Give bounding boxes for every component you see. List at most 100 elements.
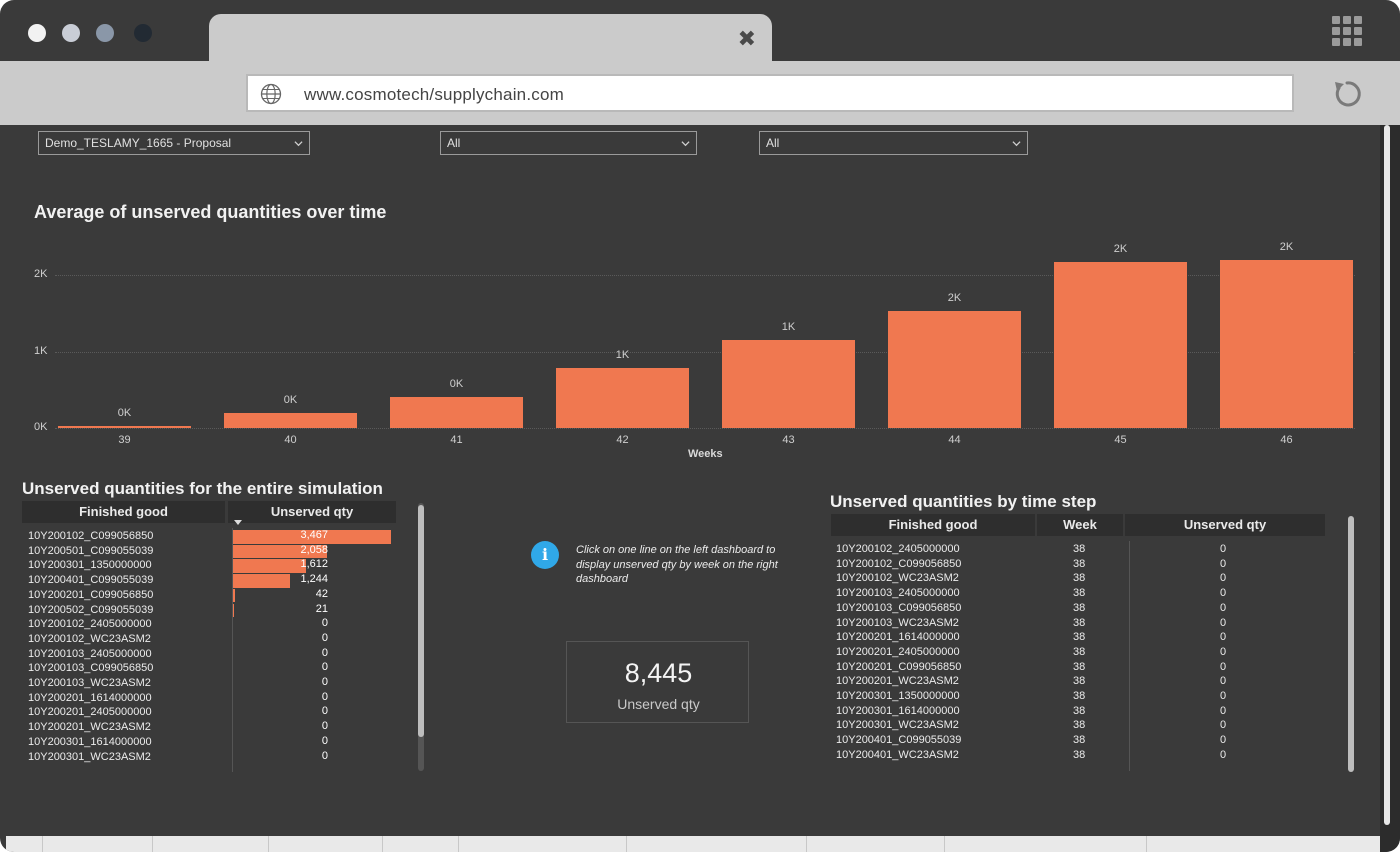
right-row-qty[interactable]: 0 <box>1220 543 1227 555</box>
maximize-window-dot[interactable] <box>96 24 114 42</box>
chart-bar[interactable] <box>224 412 357 428</box>
left-row-good[interactable]: 10Y200301_1350000000 <box>28 559 152 572</box>
left-row-good[interactable]: 10Y200201_WC23ASM2 <box>28 721 151 734</box>
left-row-qty[interactable]: 0 <box>321 690 328 703</box>
right-row-qty[interactable]: 0 <box>1220 690 1227 702</box>
left-row-good[interactable]: 10Y200201_2405000000 <box>28 706 152 719</box>
right-row-week[interactable]: 38 <box>1073 675 1086 688</box>
reload-icon[interactable] <box>1331 78 1363 110</box>
close-window-dot[interactable] <box>28 24 46 42</box>
right-row-good[interactable]: 10Y200201_2405000000 <box>836 645 960 658</box>
left-row-good[interactable]: 10Y200102_2405000000 <box>28 618 152 631</box>
left-row-qty[interactable]: 0 <box>321 617 328 630</box>
right-row-week[interactable]: 38 <box>1073 748 1086 761</box>
chart-bar[interactable] <box>1220 260 1353 428</box>
right-row-good[interactable]: 10Y200401_WC23ASM2 <box>836 748 959 761</box>
right-row-week[interactable]: 38 <box>1073 557 1086 570</box>
apps-grid-icon[interactable] <box>1332 16 1364 46</box>
right-row-qty[interactable]: 0 <box>1220 587 1227 600</box>
right-row-week[interactable]: 38 <box>1073 543 1086 555</box>
filter-2-dropdown[interactable]: All <box>440 131 697 155</box>
left-col-unserved-qty[interactable]: Unserved qty <box>228 501 396 523</box>
left-row-good[interactable]: 10Y200103_WC23ASM2 <box>28 677 151 689</box>
left-row-qty[interactable]: 0 <box>321 661 328 674</box>
left-row-qty[interactable]: 0 <box>321 646 328 659</box>
right-row-good[interactable]: 10Y200301_1614000000 <box>836 704 960 717</box>
right-row-week[interactable]: 38 <box>1073 719 1086 732</box>
left-row-good[interactable]: 10Y200103_C099056850 <box>28 662 154 675</box>
right-row-qty[interactable]: 0 <box>1220 675 1227 688</box>
right-row-qty[interactable]: 0 <box>1220 616 1227 629</box>
right-row-good[interactable]: 10Y200102_WC23ASM2 <box>836 572 959 585</box>
chart-bar[interactable] <box>390 397 523 428</box>
chart-bar[interactable] <box>1054 262 1187 428</box>
close-tab-icon[interactable]: ✖ <box>737 27 756 52</box>
filter-3-dropdown[interactable]: All <box>759 131 1028 155</box>
right-row-week[interactable]: 38 <box>1073 631 1086 644</box>
right-row-week[interactable]: 38 <box>1073 690 1086 702</box>
left-row-good[interactable]: 10Y200301_WC23ASM2 <box>28 750 151 763</box>
left-row-good[interactable]: 10Y200102_WC23ASM2 <box>28 632 151 645</box>
page-scrollbar[interactable] <box>1380 125 1400 852</box>
left-row-qty[interactable]: 0 <box>321 734 328 747</box>
right-row-good[interactable]: 10Y200401_C099055039 <box>836 734 962 747</box>
right-col-unserved-qty[interactable]: Unserved qty <box>1125 514 1325 536</box>
right-row-good[interactable]: 10Y200102_2405000000 <box>836 543 960 555</box>
left-row-good[interactable]: 10Y200103_2405000000 <box>28 647 152 660</box>
right-row-week[interactable]: 38 <box>1073 616 1086 629</box>
left-row-good[interactable]: 10Y200401_C099055039 <box>28 574 154 587</box>
left-row-qty[interactable]: 0 <box>321 749 328 762</box>
right-row-qty[interactable]: 0 <box>1220 734 1227 747</box>
chart-bar[interactable] <box>556 367 689 428</box>
right-row-good[interactable]: 10Y200301_WC23ASM2 <box>836 719 959 732</box>
window-dot[interactable] <box>134 24 152 42</box>
right-row-week[interactable]: 38 <box>1073 660 1086 673</box>
left-row-good[interactable]: 10Y200201_C099056850 <box>28 588 154 601</box>
right-row-week[interactable]: 38 <box>1073 587 1086 600</box>
left-row-qty[interactable]: 0 <box>321 676 328 688</box>
left-row-qty[interactable]: 42 <box>315 587 328 600</box>
right-row-good[interactable]: 10Y200201_WC23ASM2 <box>836 675 959 688</box>
right-row-qty[interactable]: 0 <box>1220 645 1227 658</box>
right-row-week[interactable]: 38 <box>1073 704 1086 717</box>
chart-bar[interactable] <box>58 425 191 428</box>
address-bar[interactable]: www.cosmotech/supplychain.com <box>246 74 1294 112</box>
left-row-qty[interactable]: 0 <box>321 631 328 644</box>
minimize-window-dot[interactable] <box>62 24 80 42</box>
right-row-good[interactable]: 10Y200201_C099056850 <box>836 660 962 673</box>
left-row-qty[interactable]: 1,244 <box>300 573 328 586</box>
right-row-good[interactable]: 10Y200103_2405000000 <box>836 587 960 600</box>
left-row-good[interactable]: 10Y200201_1614000000 <box>28 691 152 704</box>
browser-tab[interactable]: ✖ <box>209 14 772 70</box>
right-row-good[interactable]: 10Y200103_WC23ASM2 <box>836 616 959 629</box>
left-row-good[interactable]: 10Y200102_C099056850 <box>28 530 154 542</box>
left-row-qty[interactable]: 21 <box>315 602 328 615</box>
right-row-qty[interactable]: 0 <box>1220 557 1227 570</box>
right-row-good[interactable]: 10Y200201_1614000000 <box>836 631 960 644</box>
left-row-good[interactable]: 10Y200502_C099055039 <box>28 603 154 616</box>
right-table-scrollbar[interactable] <box>1348 516 1354 772</box>
right-col-week[interactable]: Week <box>1037 514 1123 536</box>
left-row-qty[interactable]: 0 <box>321 705 328 718</box>
right-row-week[interactable]: 38 <box>1073 601 1086 614</box>
left-table-scrollbar-thumb[interactable] <box>418 505 424 737</box>
page-scrollbar-thumb[interactable] <box>1384 125 1390 825</box>
right-row-good[interactable]: 10Y200301_1350000000 <box>836 690 960 702</box>
left-row-good[interactable]: 10Y200501_C099055039 <box>28 544 154 557</box>
left-row-qty[interactable]: 1,612 <box>300 558 328 571</box>
url-text[interactable]: www.cosmotech/supplychain.com <box>304 85 564 104</box>
right-row-good[interactable]: 10Y200103_C099056850 <box>836 601 962 614</box>
right-col-finished-good[interactable]: Finished good <box>831 514 1035 536</box>
left-row-qty[interactable]: 0 <box>321 720 328 733</box>
left-col-finished-good[interactable]: Finished good <box>22 501 225 523</box>
right-row-qty[interactable]: 0 <box>1220 572 1227 585</box>
chart-bar[interactable] <box>888 311 1021 428</box>
right-row-good[interactable]: 10Y200102_C099056850 <box>836 557 962 570</box>
right-row-qty[interactable]: 0 <box>1220 660 1227 673</box>
left-row-qty[interactable]: 2,058 <box>300 543 328 556</box>
left-row-qty[interactable]: 3,467 <box>300 529 328 541</box>
right-row-qty[interactable]: 0 <box>1220 748 1227 761</box>
right-row-week[interactable]: 38 <box>1073 572 1086 585</box>
right-row-qty[interactable]: 0 <box>1220 631 1227 644</box>
right-row-qty[interactable]: 0 <box>1220 719 1227 732</box>
